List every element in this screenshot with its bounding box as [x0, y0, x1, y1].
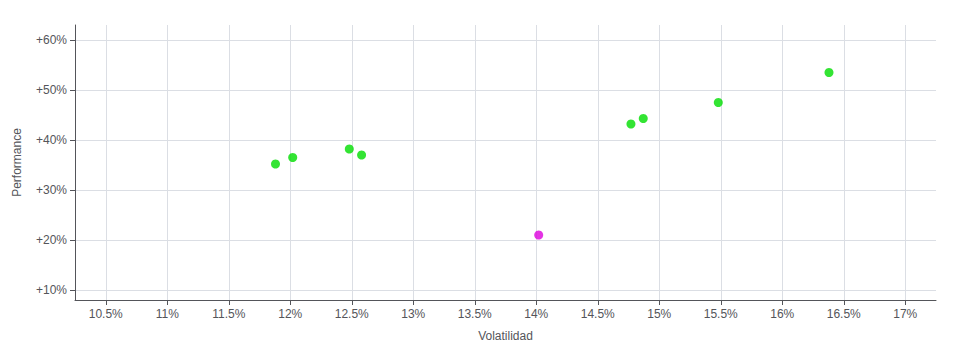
- svg-text:Performance: Performance: [10, 128, 24, 197]
- svg-text:13.5%: 13.5%: [458, 307, 492, 321]
- svg-text:+30%: +30%: [36, 183, 67, 197]
- svg-text:15%: 15%: [647, 307, 671, 321]
- svg-text:13%: 13%: [401, 307, 425, 321]
- svg-text:16%: 16%: [770, 307, 794, 321]
- svg-text:+50%: +50%: [36, 83, 67, 97]
- svg-text:12%: 12%: [278, 307, 302, 321]
- svg-text:+60%: +60%: [36, 33, 67, 47]
- svg-text:+10%: +10%: [36, 283, 67, 297]
- svg-text:12.5%: 12.5%: [335, 307, 369, 321]
- svg-text:11%: 11%: [156, 307, 179, 321]
- svg-text:11.5%: 11.5%: [212, 307, 245, 321]
- svg-text:16.5%: 16.5%: [827, 307, 861, 321]
- svg-text:+20%: +20%: [36, 233, 67, 247]
- svg-text:10.5%: 10.5%: [89, 307, 123, 321]
- svg-text:14%: 14%: [524, 307, 548, 321]
- svg-text:14.5%: 14.5%: [581, 307, 615, 321]
- svg-text:17%: 17%: [893, 307, 917, 321]
- svg-text:Volatilidad: Volatilidad: [478, 329, 533, 343]
- svg-text:15.5%: 15.5%: [704, 307, 738, 321]
- svg-text:+40%: +40%: [36, 133, 67, 147]
